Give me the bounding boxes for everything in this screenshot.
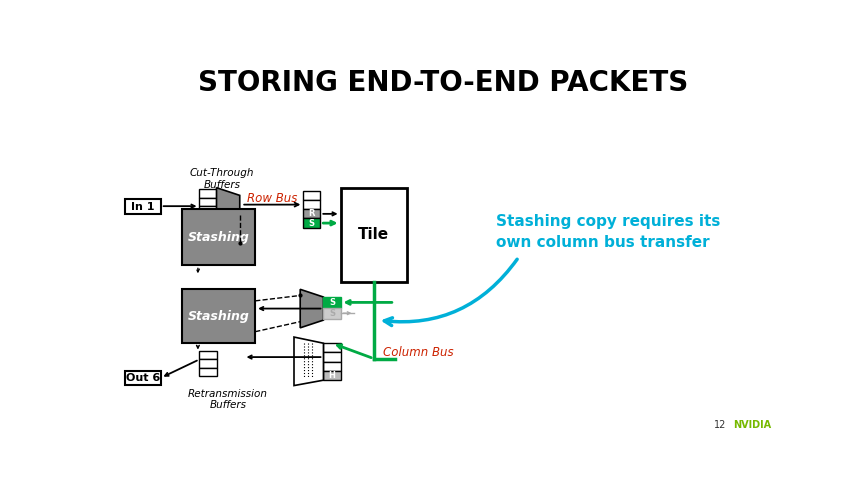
Text: Row Bus: Row Bus — [247, 192, 297, 205]
Text: Out 6: Out 6 — [126, 373, 161, 383]
Bar — [340, 188, 407, 281]
Bar — [323, 352, 340, 362]
Text: Tile: Tile — [359, 227, 390, 242]
Bar — [182, 209, 255, 265]
Bar — [182, 289, 255, 343]
Text: S: S — [329, 298, 335, 307]
Bar — [125, 199, 161, 214]
Bar — [200, 359, 217, 368]
Bar — [303, 200, 321, 209]
Bar — [323, 297, 340, 308]
Text: H: H — [328, 371, 335, 380]
Text: Column Bus: Column Bus — [383, 346, 454, 359]
Bar — [303, 209, 321, 219]
Text: S: S — [308, 219, 314, 227]
Text: Stashing copy requires its
own column bus transfer: Stashing copy requires its own column bu… — [495, 213, 720, 250]
Polygon shape — [294, 337, 323, 385]
Text: 12: 12 — [714, 420, 727, 430]
Bar — [323, 371, 340, 380]
Text: NVIDIA: NVIDIA — [734, 420, 772, 430]
Bar — [200, 189, 217, 198]
Bar — [303, 191, 321, 200]
Bar — [323, 362, 340, 371]
Text: Stashing: Stashing — [187, 231, 250, 244]
Text: S: S — [329, 309, 335, 318]
Text: Cut-Through
Buffers: Cut-Through Buffers — [190, 169, 254, 190]
Bar — [200, 198, 217, 206]
Bar — [200, 351, 217, 359]
Bar — [323, 308, 340, 319]
Bar — [125, 371, 162, 385]
Bar — [200, 206, 217, 215]
Text: In 1: In 1 — [131, 202, 155, 211]
Bar — [303, 219, 321, 228]
Polygon shape — [217, 188, 239, 223]
Text: R: R — [308, 209, 315, 218]
Text: STORING END-TO-END PACKETS: STORING END-TO-END PACKETS — [198, 69, 688, 97]
Polygon shape — [300, 289, 323, 328]
Bar — [323, 343, 340, 352]
Text: Retransmission
Buffers: Retransmission Buffers — [188, 389, 268, 410]
Text: Stashing: Stashing — [187, 310, 250, 323]
Bar — [200, 368, 217, 376]
